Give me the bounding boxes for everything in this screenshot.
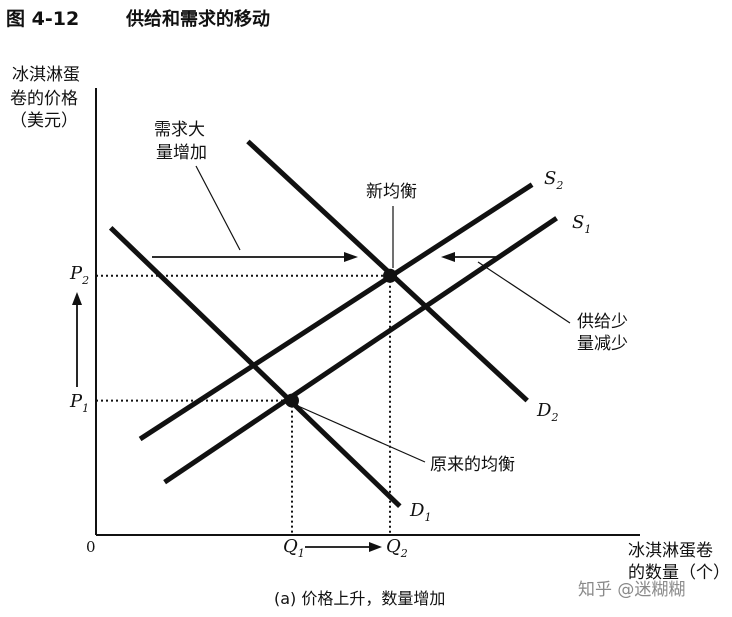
x-tick-q1: Q1	[283, 536, 305, 560]
supply-decrease-leader	[477, 261, 571, 324]
demand-increase-label-line1: 需求大	[154, 120, 205, 140]
y-axis-label-line2: 卷的价格	[10, 89, 78, 109]
demand-increase-leader	[195, 165, 241, 251]
y-axis-label-line1: 冰淇淋蛋	[12, 65, 80, 85]
x-axis-label-line2: 的数量（个）	[628, 563, 730, 583]
figure-title: 供给和需求的移动	[125, 8, 270, 30]
x-axis-label-line1: 冰淇淋蛋卷	[628, 541, 713, 561]
x-tick-q2: Q2	[386, 536, 408, 560]
d2-label: D2	[536, 400, 558, 424]
old-equilibrium-point	[285, 393, 299, 408]
d1-label: D1	[409, 500, 431, 524]
supply-decrease-label-line2: 量减少	[577, 334, 628, 354]
old-equilibrium-label: 原来的均衡	[430, 455, 515, 475]
new-equilibrium-label: 新均衡	[366, 182, 417, 202]
new-equilibrium-point	[383, 268, 397, 283]
demand-shift-arrowhead	[344, 252, 358, 262]
price-increase-arrowhead	[72, 292, 82, 305]
y-tick-p1: P1	[69, 391, 89, 415]
supply-decrease-label-line1: 供给少	[577, 312, 628, 332]
y-axis-label-line3: （美元）	[10, 111, 78, 131]
demand-increase-label-line2: 量增加	[156, 143, 207, 163]
figure-number: 图 4-12	[6, 8, 79, 30]
s2-label: S2	[544, 168, 563, 192]
y-tick-p2: P2	[69, 263, 89, 287]
old-equilibrium-leader	[297, 405, 426, 463]
supply-shift-arrowhead	[441, 252, 455, 262]
quantity-increase-arrowhead	[369, 542, 382, 552]
watermark: 知乎 @迷糊糊	[578, 580, 685, 600]
origin-label: 0	[86, 538, 96, 556]
s1-label: S1	[572, 212, 591, 236]
supply-curve-s2	[138, 182, 534, 442]
figure-caption: (a) 价格上升，数量增加	[274, 589, 445, 608]
supply-curve-s1	[163, 216, 558, 485]
